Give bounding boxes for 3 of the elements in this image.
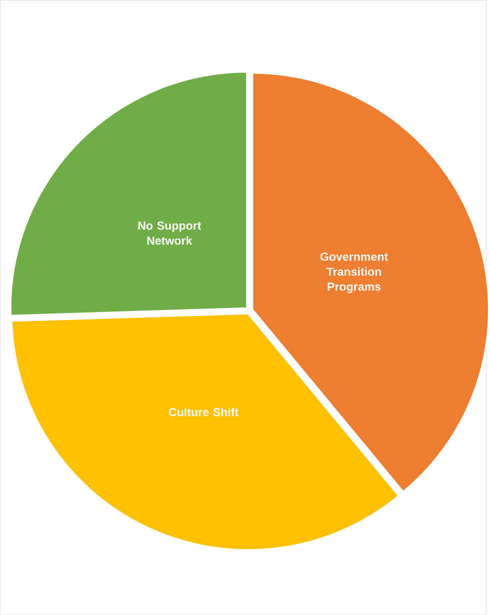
slice-label: No Support Network: [138, 222, 202, 245]
slice-label: Government Transition Programs: [320, 252, 388, 294]
slice-label: Culture Shift: [168, 408, 238, 416]
